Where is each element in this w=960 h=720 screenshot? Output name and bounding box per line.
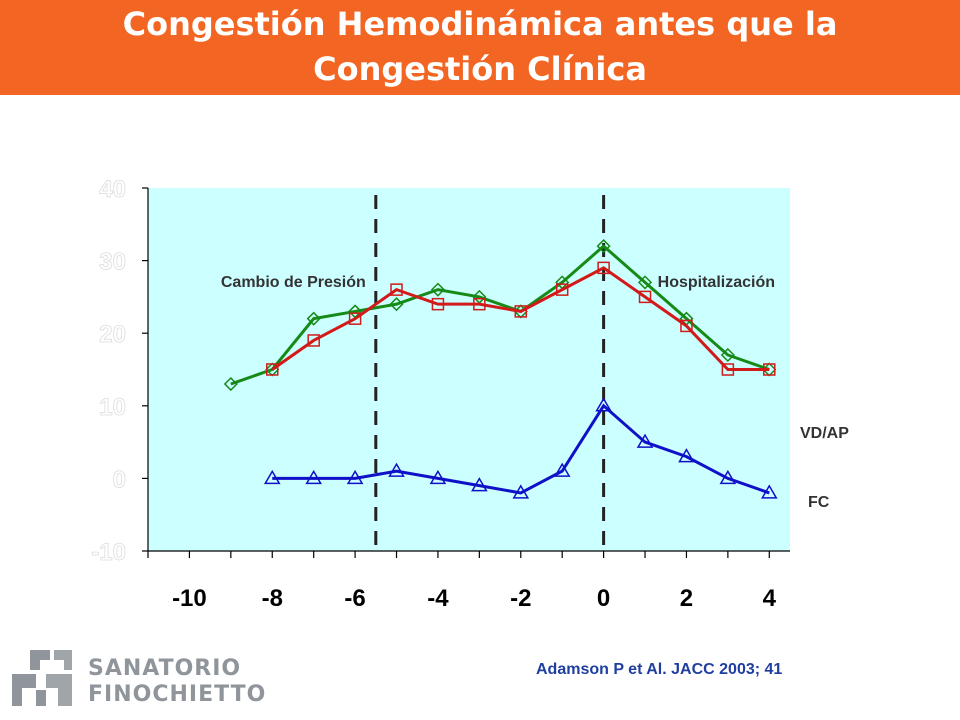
- data-point: [266, 363, 279, 376]
- data-point: [263, 469, 281, 485]
- data-point: [429, 469, 447, 485]
- event-label: Cambio de Presión: [221, 274, 366, 291]
- data-point: [348, 312, 362, 325]
- data-point: [597, 261, 610, 275]
- title-line-2: Congestión Clínica: [313, 50, 647, 88]
- series-label: VD/AP: [800, 425, 849, 442]
- data-point: [514, 305, 528, 318]
- data-point: [595, 397, 612, 412]
- data-point: [431, 297, 445, 311]
- data-point: [223, 376, 238, 392]
- data-point: [638, 290, 652, 304]
- data-point: [389, 297, 404, 312]
- plot-area: [148, 188, 790, 551]
- y-tick-label: 30: [99, 249, 126, 276]
- y-tick-label: 40: [99, 176, 126, 203]
- event-label: Hospitalización: [658, 274, 775, 291]
- sanatorio-logo: SANATORIO FINOCHIETTO: [10, 648, 265, 710]
- x-tick-label: -4: [427, 585, 449, 612]
- data-point: [596, 239, 611, 254]
- data-point: [637, 275, 653, 290]
- data-point: [306, 311, 321, 326]
- data-point: [388, 462, 405, 477]
- data-point: [473, 297, 486, 311]
- series-line: [230, 244, 770, 386]
- x-tick-label: 0: [597, 585, 610, 612]
- x-tick-label: -10: [172, 585, 207, 612]
- y-tick-label: 20: [99, 321, 126, 348]
- data-point: [512, 484, 530, 499]
- logo-text-finochietto: FINOCHIETTO: [88, 682, 267, 707]
- data-point: [721, 363, 735, 376]
- slide-title: Congestión Hemodinámica antes que la Con…: [0, 2, 960, 92]
- data-point: [720, 347, 735, 363]
- data-point: [760, 484, 778, 499]
- x-tick-label: 4: [763, 585, 777, 612]
- data-point: [390, 283, 403, 296]
- data-point: [555, 283, 569, 296]
- data-point: [763, 363, 776, 376]
- data-point: [471, 477, 488, 492]
- series-line: [271, 266, 770, 371]
- data-point: [430, 282, 445, 297]
- x-tick-label: 2: [680, 585, 693, 612]
- logo-text-sanatorio: SANATORIO: [88, 656, 242, 681]
- series-line: [272, 403, 770, 495]
- title-banner: [0, 0, 960, 95]
- y-tick-label: 10: [99, 394, 126, 421]
- series-label: FC: [808, 494, 830, 511]
- data-point: [636, 433, 654, 448]
- data-point: [719, 469, 737, 485]
- x-tick-label: -2: [510, 585, 531, 612]
- data-point: [305, 469, 322, 485]
- citation: Adamson P et Al. JACC 2003; 41: [536, 661, 783, 678]
- data-point: [307, 334, 320, 347]
- data-point: [346, 469, 364, 485]
- x-tick-label: -6: [344, 585, 365, 612]
- data-point: [553, 462, 571, 477]
- y-tick-label: 0: [113, 466, 126, 493]
- data-point: [678, 448, 695, 463]
- cross-logo-icon: [12, 650, 72, 706]
- x-tick-label: -8: [262, 585, 283, 612]
- data-point: [680, 319, 693, 333]
- y-tick-label: -10: [91, 539, 126, 566]
- title-line-1: Congestión Hemodinámica antes que la: [122, 5, 838, 43]
